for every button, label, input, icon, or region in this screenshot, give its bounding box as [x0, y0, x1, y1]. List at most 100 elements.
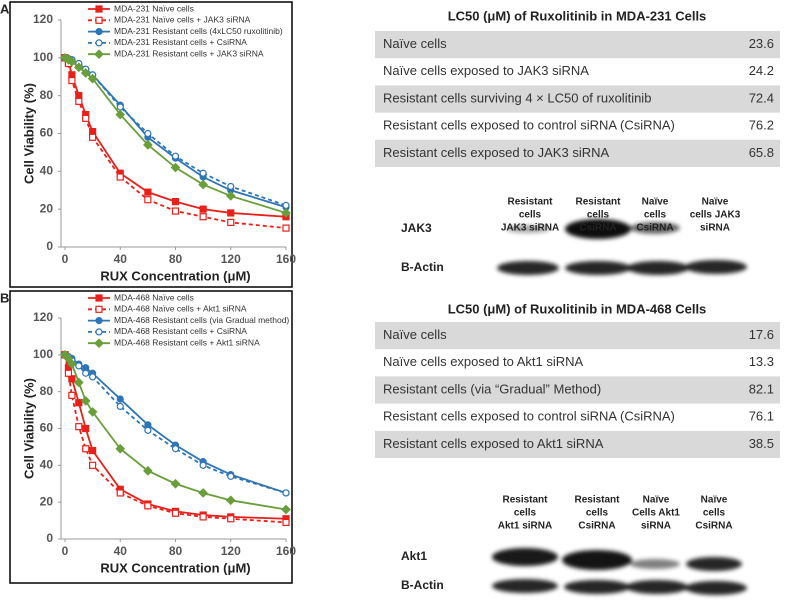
panel-frame — [9, 1, 293, 288]
row-shade — [375, 376, 780, 404]
data-point — [68, 76, 76, 85]
data-point — [227, 182, 235, 191]
lane-label: siRNA — [641, 521, 671, 532]
data-point — [63, 353, 74, 364]
legend-label: MDA-231 Naïve cells + JAK3 siRNA — [114, 15, 251, 25]
data-point — [64, 369, 73, 377]
y-tick-label: 120 — [33, 12, 53, 26]
data-point — [170, 478, 181, 489]
data-point — [116, 402, 124, 410]
data-point — [281, 208, 291, 218]
row-value: 13.3 — [749, 354, 774, 369]
data-point — [199, 213, 207, 221]
y-tick-label: 20 — [40, 201, 54, 215]
x-axis-label: RUX Concentration (μM) — [100, 268, 250, 283]
y-tick-label: 40 — [40, 164, 54, 178]
row-value: 76.1 — [749, 409, 774, 424]
data-point — [282, 224, 290, 232]
lane-label: Naïve — [643, 495, 670, 506]
x-tick-label: 0 — [62, 252, 69, 266]
blot-row-label: JAK3 — [401, 221, 432, 235]
legend-label: MDA-231 Naïve cells — [114, 3, 194, 13]
y-tick-label: 60 — [40, 421, 54, 435]
row-label: Resistant cells exposed to control siRNA… — [383, 409, 675, 424]
lane-label: Cells Akt1 — [632, 508, 680, 519]
lane-label: cells — [587, 210, 610, 221]
legend-label: MDA-231 Resistant cells + JAK3 siRNA — [114, 48, 264, 58]
y-axis-label: Cell Viability (%) — [21, 83, 36, 184]
data-point — [89, 373, 97, 381]
row-value: 23.6 — [749, 36, 774, 51]
lane-label: CsiRNA — [695, 521, 732, 532]
data-point — [199, 513, 207, 521]
panel-frame — [9, 290, 293, 584]
data-point — [225, 495, 236, 506]
x-tick-label: 80 — [169, 544, 183, 558]
row-label: Resistant cells exposed to control siRNA… — [383, 118, 675, 133]
lane-label: cells — [586, 508, 609, 519]
data-point — [199, 461, 207, 469]
data-point — [68, 391, 76, 399]
data-point — [281, 504, 291, 515]
row-label: Resistant cells exposed to JAK3 siRNA — [383, 145, 609, 160]
legend-marker — [95, 39, 103, 47]
blot-row-label: Akt1 — [401, 549, 427, 563]
data-point — [282, 518, 290, 527]
data-point — [116, 103, 124, 111]
data-point — [75, 97, 83, 105]
row-value: 38.5 — [749, 436, 774, 451]
legend-label: MDA-231 Resistant cells + CsiRNA — [114, 37, 247, 47]
legend-marker — [95, 294, 103, 302]
data-point — [199, 205, 207, 213]
row-value: 72.4 — [749, 90, 774, 105]
legend-label: MDA-468 Resistant cells (via Gradual met… — [114, 315, 289, 325]
lane-label: cells — [519, 210, 542, 221]
data-point — [87, 73, 98, 84]
lane-label: cells JAK3 — [690, 210, 741, 221]
data-point — [89, 447, 97, 455]
lane-label: siRNA — [700, 223, 730, 234]
legend-marker — [95, 328, 103, 336]
y-tick-label: 100 — [33, 347, 53, 361]
data-point — [73, 377, 84, 388]
y-tick-label: 80 — [40, 88, 54, 102]
x-tick-label: 40 — [114, 544, 128, 558]
y-tick-label: 0 — [46, 239, 53, 253]
row-value: 24.2 — [749, 63, 774, 78]
row-label: Naïve cells exposed to JAK3 siRNA — [383, 63, 589, 78]
data-point — [171, 152, 180, 160]
row-label: Resistant cells (via “Gradual” Method) — [383, 381, 601, 396]
data-point — [67, 359, 77, 369]
lane-label: cells — [703, 508, 726, 519]
data-point — [75, 362, 83, 370]
row-label: Naïve cells exposed to Akt1 siRNA — [383, 354, 583, 369]
data-point — [144, 129, 152, 138]
data-point — [82, 445, 90, 453]
data-point — [87, 407, 98, 417]
legend-label: MDA-231 Resistant cells (4xLC50 ruxoliti… — [114, 26, 283, 36]
data-line — [64, 354, 287, 524]
data-point — [171, 509, 180, 517]
legend-marker — [94, 338, 104, 349]
blot-bands — [492, 219, 747, 595]
data-point — [75, 423, 83, 431]
row-shade — [375, 31, 780, 59]
data-point — [115, 443, 126, 454]
data-line — [64, 354, 287, 494]
row-shade — [375, 85, 780, 113]
data-point — [282, 201, 290, 209]
data-point — [227, 472, 235, 480]
data-point — [198, 179, 208, 190]
data-point — [75, 399, 83, 407]
lane-label: Resistant — [574, 495, 620, 506]
x-tick-label: 120 — [221, 252, 241, 266]
lane-label: CsiRNA — [636, 223, 673, 234]
data-point — [143, 466, 153, 476]
data-point — [144, 196, 152, 204]
data-point — [116, 173, 124, 181]
data-point — [225, 191, 236, 201]
lane-label: Naïve — [701, 495, 728, 506]
y-tick-label: 0 — [46, 531, 53, 545]
legend-marker — [95, 317, 103, 325]
legend-label: MDA-468 Resistant cells + Akt1 siRNA — [114, 337, 260, 347]
